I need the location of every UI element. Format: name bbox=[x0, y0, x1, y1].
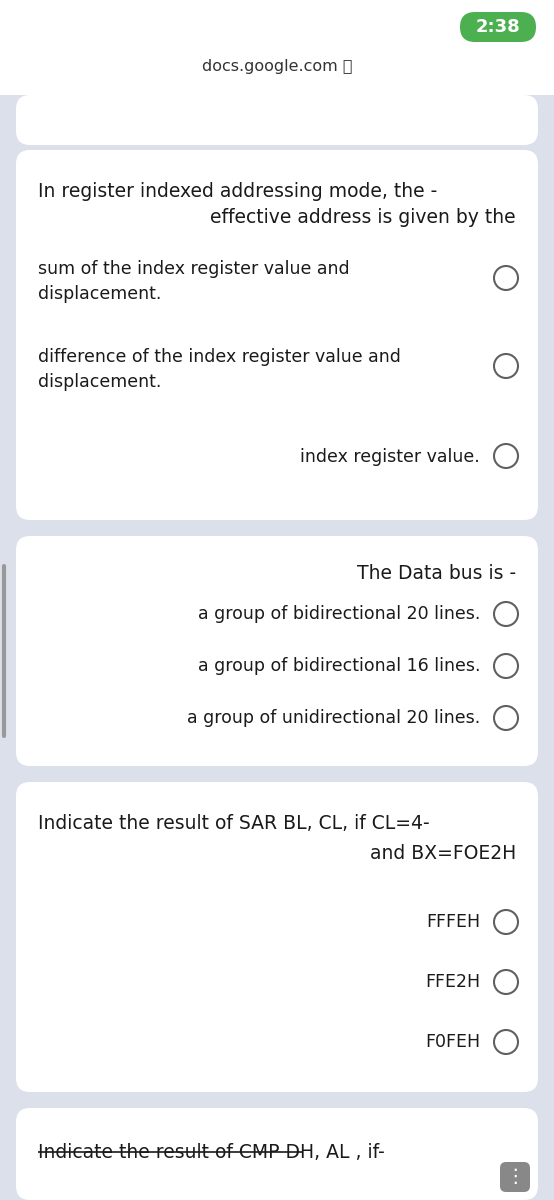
Text: In register indexed addressing mode, the -: In register indexed addressing mode, the… bbox=[38, 182, 437, 200]
Text: Indicate the result of SAR BL, CL, if CL=4-: Indicate the result of SAR BL, CL, if CL… bbox=[38, 814, 429, 833]
FancyBboxPatch shape bbox=[500, 1162, 530, 1192]
Text: difference of the index register value and
displacement.: difference of the index register value a… bbox=[38, 348, 401, 391]
FancyBboxPatch shape bbox=[16, 536, 538, 766]
Text: Indicate the result of CMP DH, AL , if-: Indicate the result of CMP DH, AL , if- bbox=[38, 1142, 384, 1162]
Text: FFE2H: FFE2H bbox=[425, 973, 480, 991]
Text: a group of bidirectional 16 lines.: a group of bidirectional 16 lines. bbox=[197, 658, 480, 674]
Text: a group of unidirectional 20 lines.: a group of unidirectional 20 lines. bbox=[187, 709, 480, 727]
Text: ⋮: ⋮ bbox=[505, 1168, 525, 1187]
Text: and BX=FOE2H: and BX=FOE2H bbox=[370, 844, 516, 863]
Text: a group of bidirectional 20 lines.: a group of bidirectional 20 lines. bbox=[198, 605, 480, 623]
FancyBboxPatch shape bbox=[0, 0, 554, 95]
FancyBboxPatch shape bbox=[16, 782, 538, 1092]
Text: FFFEH: FFFEH bbox=[426, 913, 480, 931]
Text: F0FEH: F0FEH bbox=[425, 1033, 480, 1051]
FancyBboxPatch shape bbox=[16, 95, 538, 145]
Text: docs.google.com 🔒: docs.google.com 🔒 bbox=[202, 60, 352, 74]
FancyBboxPatch shape bbox=[16, 1108, 538, 1200]
Text: index register value.: index register value. bbox=[300, 448, 480, 466]
FancyBboxPatch shape bbox=[460, 12, 536, 42]
Text: The Data bus is -: The Data bus is - bbox=[357, 564, 516, 583]
Text: effective address is given by the: effective address is given by the bbox=[211, 208, 516, 227]
Text: 2:38: 2:38 bbox=[476, 18, 520, 36]
FancyBboxPatch shape bbox=[0, 95, 554, 1200]
FancyBboxPatch shape bbox=[16, 150, 538, 520]
Text: sum of the index register value and
displacement.: sum of the index register value and disp… bbox=[38, 260, 350, 302]
